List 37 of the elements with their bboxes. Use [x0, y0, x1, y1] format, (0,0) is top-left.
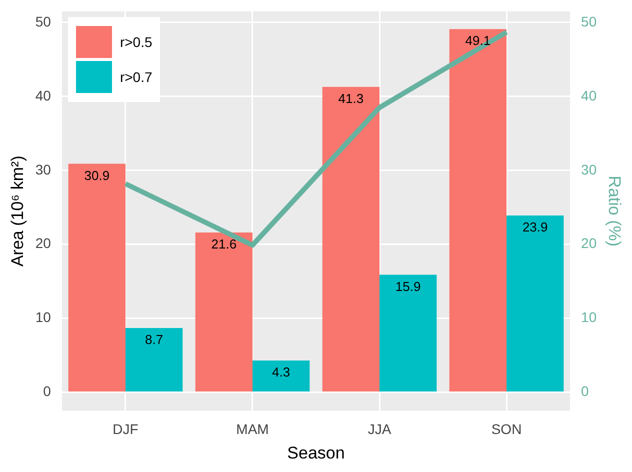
data-label: 15.9 [395, 278, 421, 294]
y-tick-label: 20 [35, 235, 52, 252]
y2-tick-label: 20 [581, 235, 597, 252]
y-tick-label: 30 [35, 161, 52, 178]
data-label: 21.6 [211, 236, 237, 252]
x-tick-label: MAM [236, 421, 269, 438]
bar [125, 328, 183, 392]
data-label: 23.9 [522, 220, 548, 235]
data-label: 30.9 [84, 168, 110, 183]
y-tick-label: 40 [35, 87, 52, 104]
y2-tick-label: 30 [581, 161, 597, 178]
legend-label: r>0.7 [120, 69, 152, 86]
x-tick-label: DJF [112, 421, 138, 438]
data-label: 49.1 [465, 33, 491, 48]
data-label: 41.3 [338, 90, 364, 106]
bar [252, 360, 310, 392]
bar [68, 164, 126, 392]
data-label: 4.3 [272, 364, 290, 380]
y-tick-label: 10 [35, 309, 52, 326]
x-axis-title: Season [287, 443, 345, 462]
x-tick-label: JJA [368, 421, 392, 438]
bar [380, 274, 437, 392]
y2-tick-label: 0 [581, 383, 590, 400]
y2-tick-label: 40 [581, 87, 597, 104]
x-tick-label: SON [491, 421, 522, 438]
bar [506, 216, 564, 392]
bar [322, 86, 380, 392]
bar [449, 29, 507, 392]
y-tick-label: 0 [43, 383, 52, 400]
y2-tick-label: 50 [581, 13, 597, 30]
bar [195, 232, 252, 392]
y-tick-label: 50 [35, 13, 52, 30]
y-axis-title: Area (10⁶ km²) [8, 156, 27, 267]
data-label: 8.7 [145, 332, 164, 348]
legend-label: r>0.5 [120, 34, 152, 50]
y2-tick-label: 10 [581, 309, 597, 326]
y2-axis-title: Ratio (%) [605, 176, 624, 247]
